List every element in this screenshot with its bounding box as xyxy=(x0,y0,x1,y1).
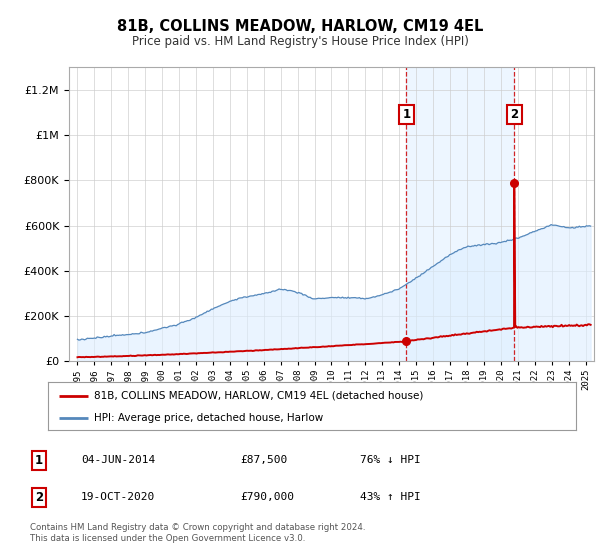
Text: 04-JUN-2014: 04-JUN-2014 xyxy=(81,455,155,465)
Text: 1: 1 xyxy=(35,454,43,467)
Text: 2: 2 xyxy=(510,108,518,121)
Text: 1: 1 xyxy=(402,108,410,121)
Text: 19-OCT-2020: 19-OCT-2020 xyxy=(81,492,155,502)
Text: 81B, COLLINS MEADOW, HARLOW, CM19 4EL: 81B, COLLINS MEADOW, HARLOW, CM19 4EL xyxy=(117,20,483,34)
Text: 2: 2 xyxy=(35,491,43,504)
Text: £87,500: £87,500 xyxy=(240,455,287,465)
Text: Contains HM Land Registry data © Crown copyright and database right 2024.
This d: Contains HM Land Registry data © Crown c… xyxy=(30,524,365,543)
Text: HPI: Average price, detached house, Harlow: HPI: Average price, detached house, Harl… xyxy=(94,413,324,423)
Text: 76% ↓ HPI: 76% ↓ HPI xyxy=(360,455,421,465)
Text: 81B, COLLINS MEADOW, HARLOW, CM19 4EL (detached house): 81B, COLLINS MEADOW, HARLOW, CM19 4EL (d… xyxy=(94,391,424,401)
Text: £790,000: £790,000 xyxy=(240,492,294,502)
Text: 43% ↑ HPI: 43% ↑ HPI xyxy=(360,492,421,502)
Text: Price paid vs. HM Land Registry's House Price Index (HPI): Price paid vs. HM Land Registry's House … xyxy=(131,35,469,48)
Bar xyxy=(406,67,514,361)
